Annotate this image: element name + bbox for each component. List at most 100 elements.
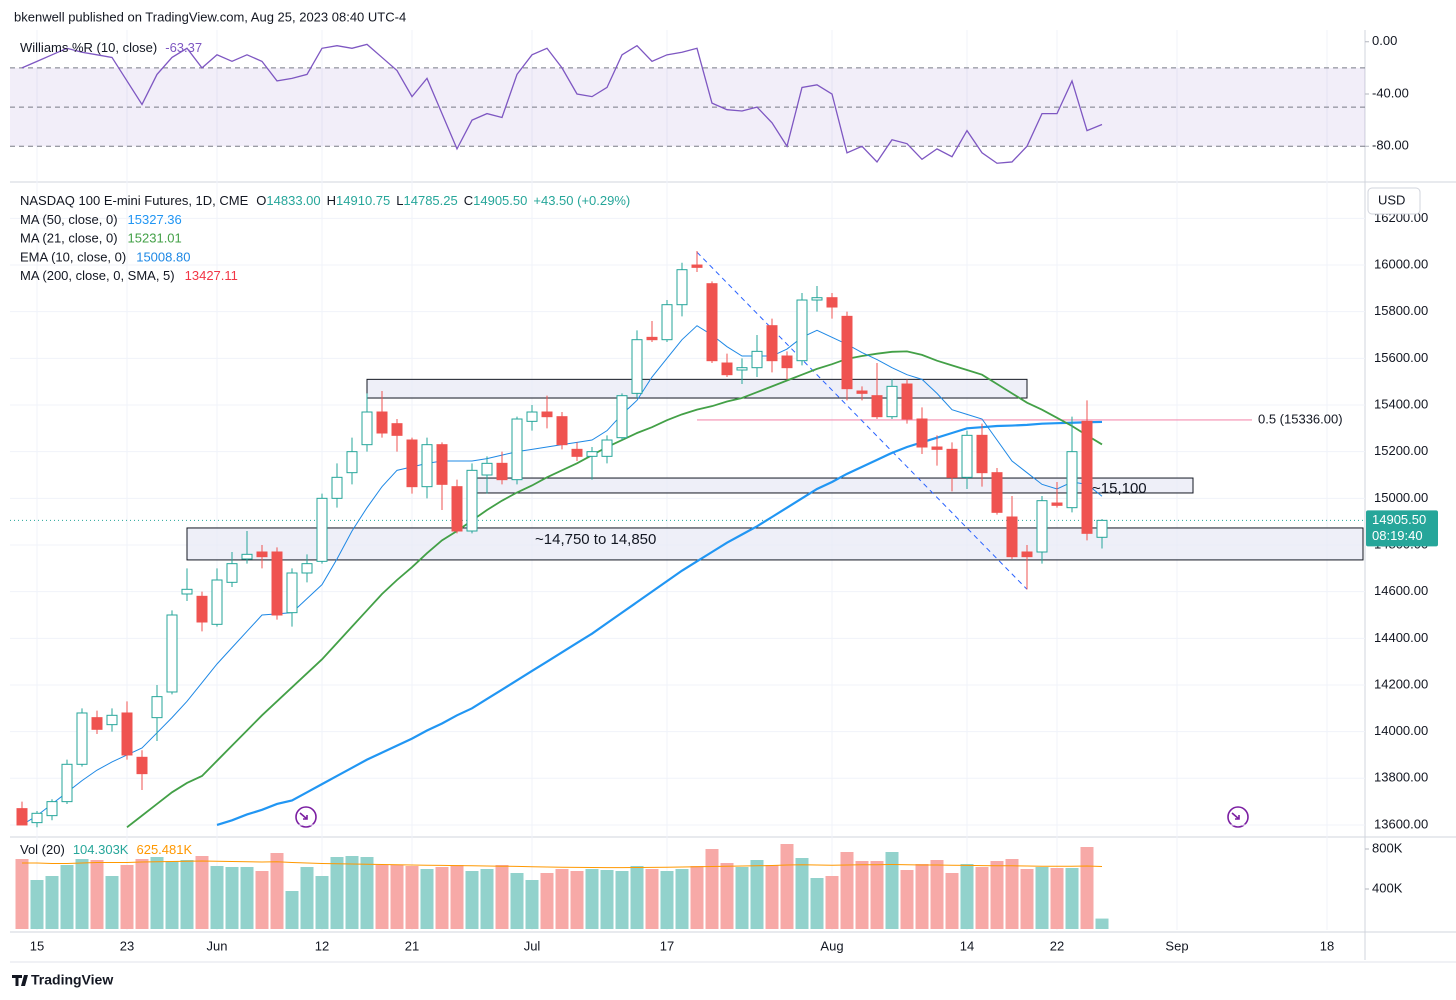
volume-bar bbox=[15, 859, 29, 929]
brand-logo bbox=[12, 975, 28, 986]
candle-body bbox=[181, 588, 193, 595]
moving-average-line bbox=[126, 350, 1103, 829]
candle-body bbox=[91, 717, 103, 730]
brand-name: TradingView bbox=[31, 972, 113, 988]
volume-bar bbox=[360, 857, 374, 929]
volume-bar bbox=[315, 876, 329, 929]
candle-body bbox=[361, 411, 373, 446]
candle-body bbox=[1006, 516, 1018, 558]
volume-bar bbox=[300, 867, 314, 929]
volume-bar bbox=[150, 857, 164, 929]
volume-bar bbox=[45, 876, 59, 929]
volume-bar bbox=[105, 876, 119, 929]
ma-legend: EMA (10, close, 0) 15008.80 bbox=[20, 250, 190, 265]
ma-value: 13427.11 bbox=[185, 269, 238, 284]
x-tick-label: 15 bbox=[30, 938, 44, 953]
currency-box bbox=[1367, 187, 1421, 215]
volume-bar bbox=[510, 873, 524, 929]
main-legend: NASDAQ 100 E-mini Futures, 1D, CME O14833… bbox=[20, 193, 630, 208]
candle-body bbox=[436, 444, 448, 485]
volume-bar bbox=[480, 869, 494, 929]
candle-body bbox=[211, 579, 223, 625]
volume-bar bbox=[1095, 918, 1109, 929]
volume-title: Vol (20) bbox=[20, 842, 65, 857]
x-tick-label: 23 bbox=[120, 938, 134, 953]
volume-bar bbox=[420, 869, 434, 929]
event-icon[interactable] bbox=[295, 806, 317, 828]
ma-name: MA (21, close, 0) bbox=[20, 231, 118, 246]
moving-average-line bbox=[216, 420, 1103, 827]
ohlc-key: C bbox=[464, 193, 473, 208]
volume-bar bbox=[630, 866, 644, 929]
volume-bar bbox=[690, 866, 704, 929]
volume-bar bbox=[1035, 867, 1049, 929]
volume-bar bbox=[1050, 868, 1064, 929]
y-tick-label: 14000.00 bbox=[1374, 723, 1428, 738]
volume-legend: Vol (20) 104.303K 625.481K bbox=[20, 842, 192, 857]
volume-bar bbox=[660, 871, 674, 929]
y-tick-label: 15400.00 bbox=[1374, 396, 1428, 411]
candle-body bbox=[391, 423, 403, 436]
y-tick-label: 15200.00 bbox=[1374, 443, 1428, 458]
volume-bar bbox=[120, 865, 134, 929]
x-tick-label: 17 bbox=[660, 938, 674, 953]
ma-legend: MA (200, close, 0, SMA, 5) 13427.11 bbox=[20, 269, 238, 284]
overlay bbox=[15, 844, 1109, 929]
countdown-label: 08:19:40 bbox=[1372, 528, 1423, 543]
candle-body bbox=[46, 801, 58, 817]
y-tick-label: 13600.00 bbox=[1374, 816, 1428, 831]
candle-body bbox=[601, 439, 613, 457]
ma-value: 15327.36 bbox=[128, 212, 182, 227]
candle-body bbox=[241, 553, 253, 560]
candle-body bbox=[946, 448, 958, 478]
volume-bar bbox=[450, 865, 464, 929]
candle-body bbox=[421, 444, 433, 488]
candle-body bbox=[616, 395, 628, 439]
candle-body bbox=[691, 264, 703, 268]
volume-bar bbox=[1065, 868, 1079, 929]
candle-body bbox=[526, 411, 538, 422]
candle-body bbox=[226, 563, 238, 583]
candle-body bbox=[676, 269, 688, 306]
event-icon[interactable] bbox=[1227, 806, 1249, 828]
volume-bar bbox=[570, 871, 584, 929]
candle-body bbox=[16, 808, 28, 826]
volume-bar bbox=[780, 844, 794, 929]
volume-bar bbox=[795, 858, 809, 929]
volume-bar bbox=[735, 867, 749, 929]
ohlc-value: 14910.75 bbox=[336, 193, 390, 208]
candle-body bbox=[721, 362, 733, 376]
volume-bar bbox=[555, 869, 569, 929]
ohlc-value: 14833.00 bbox=[266, 193, 320, 208]
y-tick-label: 14200.00 bbox=[1374, 676, 1428, 691]
volume-bar bbox=[720, 863, 734, 929]
candle-body bbox=[466, 469, 478, 532]
williams-pane bbox=[10, 43, 1365, 164]
volume-bar bbox=[525, 880, 539, 929]
volume-bar bbox=[330, 857, 344, 929]
candle-body bbox=[976, 434, 988, 474]
candle-body bbox=[841, 315, 853, 390]
volume-bar bbox=[225, 867, 239, 929]
y-tick-label: 15800.00 bbox=[1374, 303, 1428, 318]
candle-body bbox=[136, 756, 148, 775]
candle-body bbox=[496, 462, 508, 481]
candle-body bbox=[121, 712, 133, 756]
volume-bar bbox=[705, 849, 719, 929]
y-tick-label: 16000.00 bbox=[1374, 256, 1428, 271]
candle-body bbox=[646, 336, 658, 341]
volume-bar bbox=[915, 864, 929, 929]
williams-tick-label: 0.00 bbox=[1372, 33, 1397, 48]
volume-bar bbox=[60, 865, 74, 929]
candle-body bbox=[886, 385, 898, 418]
x-tick-label: Jul bbox=[524, 938, 541, 953]
candle-body bbox=[541, 411, 553, 418]
ohlc-key: H bbox=[327, 193, 336, 208]
candle-body bbox=[661, 304, 673, 341]
volume-bar bbox=[285, 891, 299, 929]
volume-bar bbox=[585, 869, 599, 929]
ohlc-key: O bbox=[256, 193, 266, 208]
candle-body bbox=[751, 350, 763, 369]
